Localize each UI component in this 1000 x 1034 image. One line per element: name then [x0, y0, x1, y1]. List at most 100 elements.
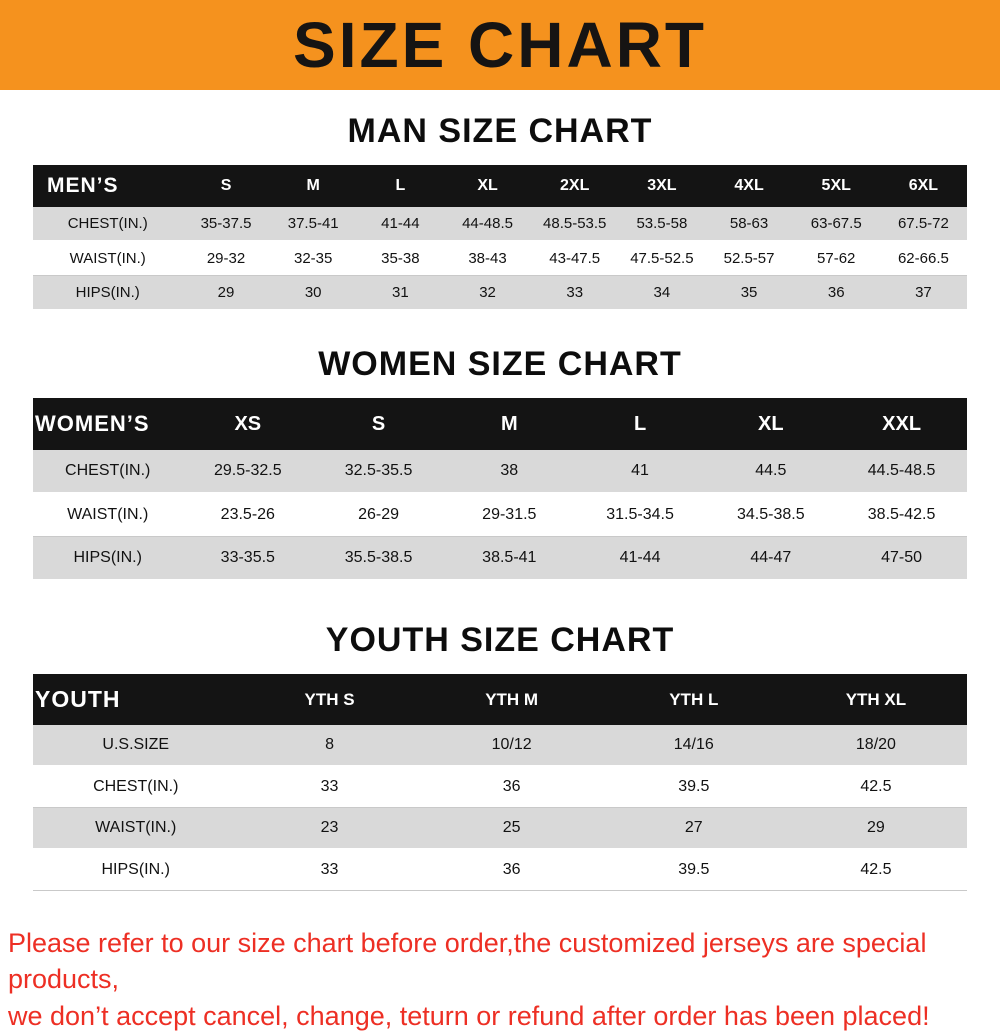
- size-value: 32: [479, 284, 496, 301]
- size-column-header: M: [500, 412, 518, 435]
- size-value: 23.5-26: [220, 506, 275, 523]
- size-value: 36: [502, 861, 521, 878]
- size-column-header: S: [371, 412, 386, 435]
- table-header-row: WOMEN’S XS S M L XL XXL: [33, 398, 967, 450]
- measurement-row-label: WAIST(IN.): [69, 250, 146, 267]
- table-row: WAIST(IN.) 23.5-26 26-29 29-31.5 31.5-34.5 34…: [33, 493, 967, 537]
- size-value: 62-66.5: [897, 250, 949, 267]
- size-value: 29: [867, 819, 885, 836]
- size-value: 29: [217, 284, 235, 301]
- size-value: 42.5: [860, 861, 892, 878]
- size-column-header: YTH L: [669, 689, 719, 709]
- youth-size-section: YOUTH SIZE CHART YOUTH YTH S YTH M YTH L YTH…: [0, 621, 1000, 891]
- measurement-row-label: WAIST(IN.): [67, 506, 149, 523]
- size-value: 26-29: [358, 506, 400, 523]
- measurement-row-label: WAIST(IN.): [95, 819, 177, 836]
- table-row: CHEST(IN.) 33 36 39.5 42.5: [33, 766, 967, 808]
- size-value: 47-50: [881, 549, 923, 566]
- size-value: 31: [392, 284, 409, 301]
- measurement-row-label: U.S.SIZE: [102, 736, 170, 753]
- size-value: 37.5-41: [287, 215, 339, 232]
- table-row: HIPS(IN.) 33-35.5 35.5-38.5 38.5-41 41-44 44-…: [33, 536, 967, 580]
- size-column-header: 6XL: [908, 177, 939, 194]
- size-value: 29-32: [206, 250, 246, 267]
- measurement-row-label: HIPS(IN.): [73, 549, 142, 566]
- size-value: 33: [566, 284, 584, 301]
- size-column-header: M: [306, 177, 320, 194]
- table-row: HIPS(IN.) 33 36 39.5 42.5: [33, 849, 967, 891]
- table-header-row: YOUTH YTH S YTH M YTH L YTH XL: [33, 674, 967, 725]
- size-value: 36: [827, 284, 845, 301]
- table-row: U.S.SIZE 8 10/12 14/16 18/20: [33, 725, 967, 766]
- youth-size-table: YOUTH YTH S YTH M YTH L YTH XL U.S.SIZE 8 10/12…: [33, 674, 967, 891]
- size-value: 43-47.5: [549, 250, 601, 267]
- size-value: 39.5: [678, 778, 710, 795]
- table-row: CHEST(IN.) 29.5-32.5 32.5-35.5 38 41 44.5 44.5…: [33, 450, 967, 493]
- size-value: 10/12: [491, 736, 532, 753]
- size-value: 58-63: [729, 215, 769, 232]
- size-value: 42.5: [860, 778, 892, 795]
- disclaimer-line-2: we don’t accept cancel, change, teturn o…: [8, 1000, 930, 1031]
- measurement-row-label: CHEST(IN.): [67, 215, 148, 232]
- size-value: 44-47: [750, 549, 792, 566]
- size-value: 29.5-32.5: [214, 462, 282, 479]
- measurement-row-label: HIPS(IN.): [75, 284, 140, 301]
- table-corner-label: MEN’S: [47, 174, 119, 197]
- size-value: 25: [502, 819, 521, 836]
- size-value: 36: [502, 778, 521, 795]
- man-size-table: MEN’S S M L XL 2XL 3XL 4XL 5XL 6XL CHEST(IN.) 35-37…: [33, 165, 967, 311]
- size-value: 48.5-53.5: [543, 215, 607, 232]
- size-column-header: L: [633, 412, 647, 435]
- size-column-header: XXL: [882, 412, 922, 435]
- size-column-header: L: [395, 177, 406, 194]
- size-value: 33-35.5: [220, 549, 275, 566]
- size-column-header: 3XL: [647, 177, 677, 194]
- size-value: 38.5-42.5: [867, 506, 936, 523]
- size-value: 41-44: [619, 549, 661, 566]
- size-column-header: XL: [477, 177, 498, 194]
- size-value: 33: [320, 861, 339, 878]
- size-column-header: 4XL: [734, 177, 764, 194]
- size-value: 35.5-38.5: [344, 549, 413, 566]
- measurement-row-label: HIPS(IN.): [101, 861, 170, 878]
- size-value: 41: [631, 462, 649, 479]
- size-value: 39.5: [678, 861, 710, 878]
- size-value: 44.5-48.5: [867, 462, 936, 479]
- man-section-heading: MAN SIZE CHART: [347, 112, 653, 150]
- table-header-row: MEN’S S M L XL 2XL 3XL 4XL 5XL 6XL: [33, 165, 967, 207]
- size-value: 8: [325, 736, 334, 753]
- size-value: 57-62: [817, 250, 856, 267]
- size-value: 33: [320, 778, 339, 795]
- size-value: 31.5-34.5: [606, 506, 674, 523]
- size-value: 27: [684, 819, 703, 836]
- size-value: 38: [500, 462, 519, 479]
- size-column-header: 5XL: [821, 177, 851, 194]
- table-row: WAIST(IN.) 29-32 32-35 35-38 38-43 43-47.5 47.…: [33, 241, 967, 276]
- table-row: CHEST(IN.) 35-37.5 37.5-41 41-44 44-48.5 48.5…: [33, 207, 967, 241]
- size-value: 52.5-57: [723, 250, 775, 267]
- size-value: 23: [320, 819, 339, 836]
- women-section-heading: WOMEN SIZE CHART: [318, 345, 682, 383]
- size-column-header: XS: [234, 412, 262, 435]
- order-disclaimer: Please refer to our size chart before or…: [8, 925, 992, 1034]
- table-row: HIPS(IN.) 29 30 31 32 33 34 35 36 37: [33, 275, 967, 310]
- size-column-header: 2XL: [560, 177, 590, 194]
- measurement-row-label: CHEST(IN.): [65, 462, 151, 479]
- size-value: 29-31.5: [482, 506, 537, 523]
- size-value: 47.5-52.5: [630, 250, 694, 267]
- size-value: 67.5-72: [897, 215, 949, 232]
- size-value: 32-35: [294, 250, 333, 267]
- size-value: 14/16: [673, 736, 714, 753]
- size-value: 41-44: [381, 215, 420, 232]
- man-size-section: MAN SIZE CHART MEN’S S M L XL 2XL 3XL 4XL 5XL 6XL…: [0, 112, 1000, 311]
- size-value: 30: [304, 284, 322, 301]
- youth-section-heading: YOUTH SIZE CHART: [325, 621, 675, 659]
- disclaimer-line-1: Please refer to our size chart before or…: [8, 928, 927, 995]
- size-value: 35-37.5: [200, 215, 252, 232]
- women-size-section: WOMEN SIZE CHART WOMEN’S XS S M L XL XXL CHEST(…: [0, 345, 1000, 581]
- size-value: 34.5-38.5: [737, 506, 805, 523]
- size-value: 32.5-35.5: [344, 462, 413, 479]
- size-value: 44-48.5: [462, 215, 513, 232]
- measurement-row-label: CHEST(IN.): [93, 778, 179, 795]
